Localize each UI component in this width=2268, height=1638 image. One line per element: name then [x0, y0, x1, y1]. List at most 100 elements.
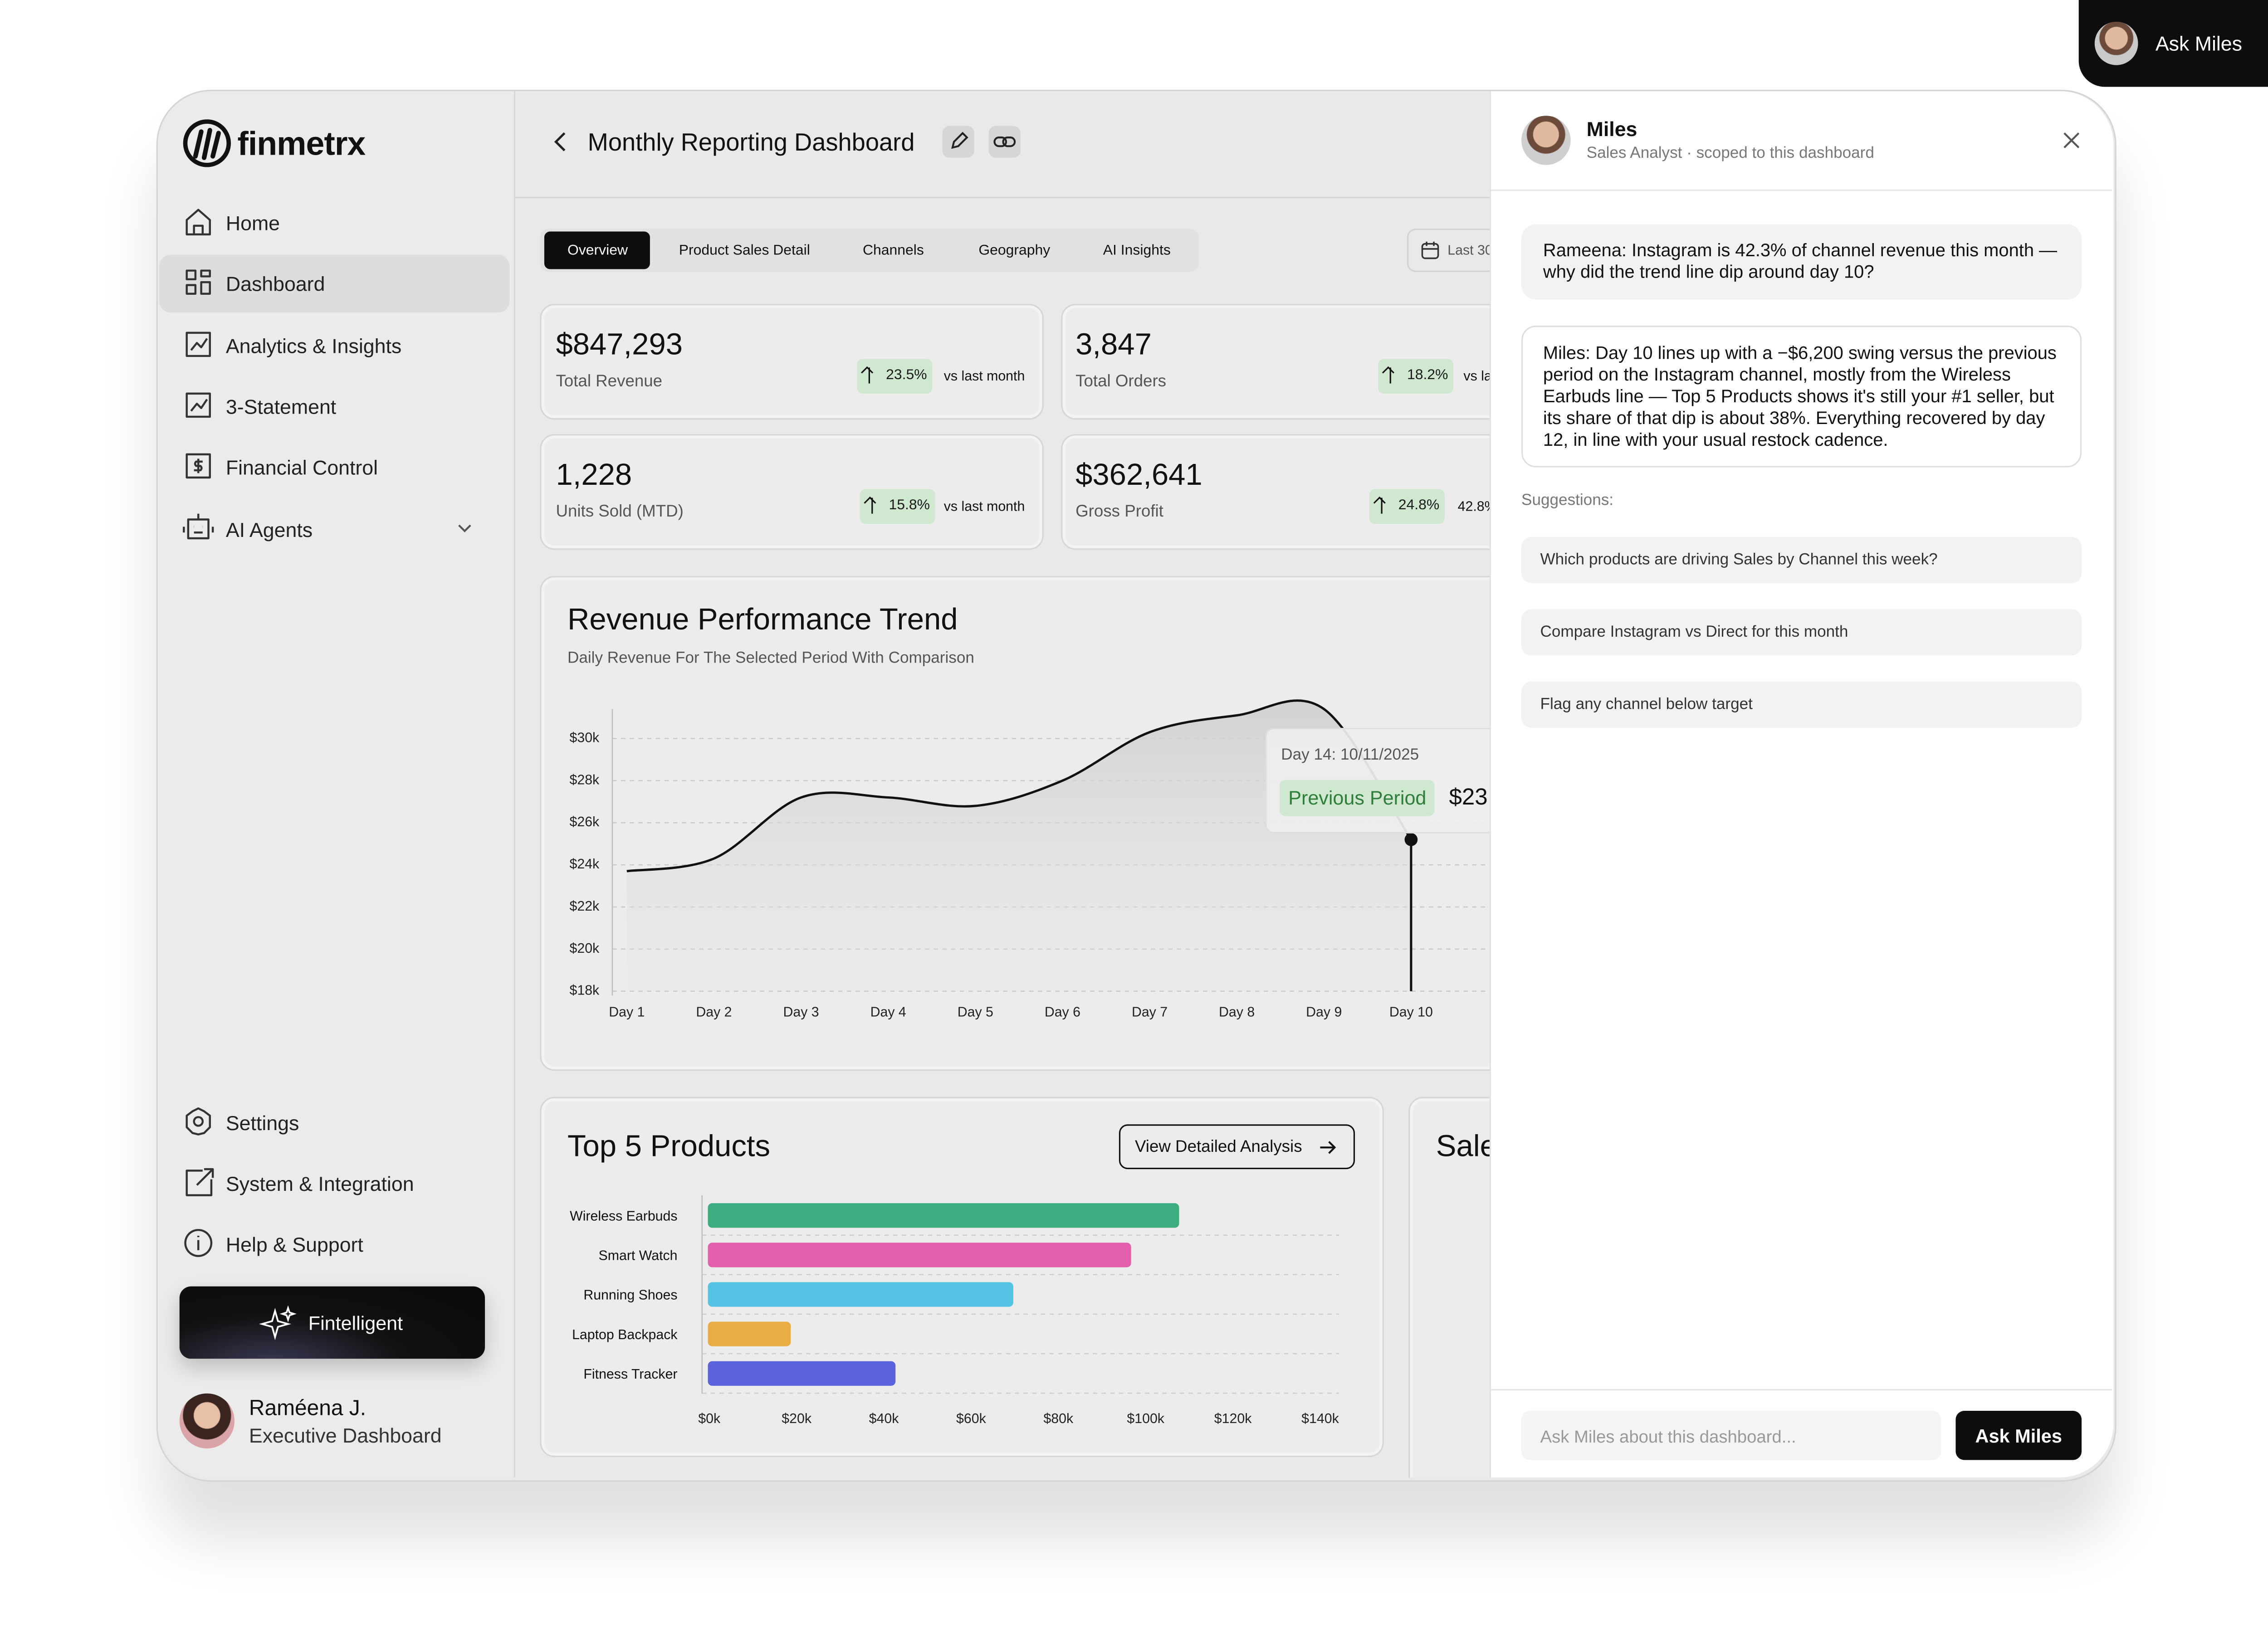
chart-title: Revenue Performance Trend	[567, 603, 958, 637]
close-button[interactable]	[2061, 130, 2082, 151]
tab[interactable]: AI Insights	[1103, 243, 1171, 259]
kpi-compare: vs last month	[1463, 369, 1489, 385]
kpi-card	[540, 434, 1044, 550]
x-tick-label: Day 10	[1389, 1005, 1433, 1020]
calendar-icon	[1421, 241, 1439, 259]
suggestion[interactable]: Flag any channel below target	[1521, 681, 2082, 728]
chat-divider	[1491, 189, 2112, 191]
nav-item[interactable]: System & Integration	[225, 1172, 414, 1195]
kpi-value: 1,228	[556, 458, 632, 492]
y-tick-label: Wireless Earbuds	[570, 1209, 677, 1224]
y-tick-label: $22k	[569, 899, 600, 914]
chat-panel	[1489, 91, 2114, 1477]
message-text: Rameena: Instagram is 42.3% of channel r…	[1543, 240, 2058, 283]
kpi-value: $847,293	[556, 328, 683, 362]
link-button[interactable]	[988, 126, 1021, 158]
kpi-change: 18.2%	[1378, 359, 1454, 394]
kpi-label: Total Orders	[1075, 373, 1167, 391]
chat-subtitle: Sales Analyst · scoped to this dashboard	[1586, 145, 1874, 162]
view-analysis-button[interactable]: View Detailed Analysis	[1119, 1124, 1355, 1170]
chart-subtitle: Daily Revenue For The Selected Period Wi…	[567, 649, 974, 667]
header-divider	[515, 196, 1490, 199]
nav-item[interactable]: Home	[225, 211, 280, 234]
fintelligent-label: Fintelligent	[308, 1312, 403, 1334]
nav-item[interactable]: AI Agents	[225, 518, 313, 541]
page-title: Monthly Reporting Dashboard	[587, 128, 915, 156]
nav-item[interactable]: Dashboard	[225, 272, 325, 295]
tab[interactable]: Product Sales Detail	[679, 243, 810, 259]
x-tick-label: Day 6	[1045, 1005, 1080, 1020]
fintelligent-button[interactable]: Fintelligent	[179, 1286, 485, 1359]
x-tick-label: $100k	[1127, 1411, 1164, 1426]
bar	[708, 1243, 1131, 1268]
logo-icon	[183, 119, 231, 167]
x-tick-label: Day 7	[1132, 1005, 1168, 1020]
main: Monthly Reporting Dashboard Overview Pro…	[515, 91, 1490, 1477]
line	[626, 699, 1413, 873]
kpi-compare: 42.8%	[1457, 499, 1490, 515]
area	[626, 700, 1411, 991]
x-tick-label: Day 2	[696, 1005, 732, 1020]
y-tick-label: $30k	[569, 730, 600, 745]
nav-item[interactable]: Help & Support	[225, 1233, 363, 1256]
charts: $18k $20k $22k $24k $26k $28k $30k Day 1 Day 2 Da…	[569, 699, 1490, 1426]
y-tick-label: $18k	[569, 983, 600, 998]
kpi-change: 24.8%	[1369, 489, 1446, 524]
x-tick-label: Day 1	[609, 1005, 645, 1020]
brand: finmetrx	[237, 124, 366, 162]
x-tick-label: $0k	[698, 1411, 721, 1426]
y-tick-label: Laptop Backpack	[572, 1327, 678, 1342]
chat-name: Miles	[1586, 117, 1637, 141]
hover-point	[1404, 833, 1418, 846]
avatar	[2094, 21, 2138, 65]
y-tick-label: Smart Watch	[599, 1248, 678, 1263]
back-button[interactable]	[550, 130, 571, 153]
products-card	[540, 1097, 1384, 1458]
nav-item[interactable]: Financial Control	[225, 456, 378, 479]
date-range-label: Last 30	[1447, 243, 1490, 259]
kpi-compare: vs last month	[943, 369, 1025, 385]
bar	[708, 1321, 791, 1346]
kpi-label: Total Revenue	[556, 373, 663, 391]
tab[interactable]: Overview	[567, 243, 628, 259]
date-range[interactable]: Last 30	[1407, 229, 1490, 272]
main-inner: Monthly Reporting Dashboard Overview Pro…	[515, 91, 1490, 1477]
suggestion[interactable]: Compare Instagram vs Direct for this mon…	[1521, 609, 2082, 656]
x-tick-label: $80k	[1043, 1411, 1074, 1426]
chevron-down[interactable]	[456, 521, 473, 536]
ask-button[interactable]: Ask Miles	[1955, 1411, 2082, 1460]
kpi-card	[540, 304, 1044, 420]
kpi-label: Units Sold (MTD)	[556, 503, 684, 521]
kpi-change: 15.8%	[860, 489, 936, 524]
user-role: Executive Dashboard	[249, 1424, 442, 1447]
chat-input[interactable]: Ask Miles about this dashboard...	[1521, 1411, 1941, 1460]
kpi-value: $362,641	[1075, 458, 1202, 492]
message-text: Miles: Day 10 lines up with a −$6,200 sw…	[1543, 343, 2057, 450]
edit-icon	[951, 132, 968, 149]
nav-item[interactable]: Settings	[225, 1111, 299, 1135]
chart-title: Top 5 Products	[567, 1130, 771, 1164]
kpi-card	[1061, 434, 1490, 550]
kpi-label: Gross Profit	[1075, 503, 1163, 521]
assistant-message: Miles: Day 10 lines up with a −$6,200 sw…	[1521, 325, 2082, 468]
tab[interactable]: Geography	[978, 243, 1051, 259]
x-tick-label: $20k	[782, 1411, 812, 1426]
link-icon	[993, 136, 1016, 147]
miles-avatar	[1521, 116, 1571, 165]
x-tick-label: Day 8	[1219, 1005, 1255, 1020]
suggestion[interactable]: Which products are driving Sales by Chan…	[1521, 536, 2082, 583]
tab[interactable]: Channels	[863, 243, 924, 259]
sidebar	[157, 91, 516, 1477]
nav-item[interactable]: Analytics & Insights	[225, 334, 402, 358]
kpi-value: 3,847	[1075, 328, 1152, 362]
ask-miles-top[interactable]: Ask Miles	[2078, 0, 2268, 87]
nav-item[interactable]: 3-Statement	[225, 395, 337, 419]
ask-top-label: Ask Miles	[2155, 32, 2243, 55]
edit-button[interactable]	[942, 126, 974, 158]
bar	[708, 1361, 896, 1386]
tooltip-title: Day 14: 10/11/2025	[1281, 746, 1419, 764]
input-placeholder: Ask Miles about this dashboard...	[1540, 1427, 1796, 1447]
user-avatar	[179, 1393, 235, 1448]
y-tick-label: $26k	[569, 814, 600, 829]
